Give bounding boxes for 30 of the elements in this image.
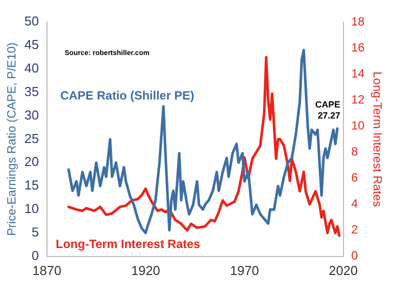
y2-tick-label: 14 [351,66,365,80]
x-tick-label: 1870 [32,262,62,278]
y2-tick-label: 6 [351,170,358,185]
y-tick-label: 45 [24,37,39,52]
y-tick-label: 15 [24,178,39,193]
y2-axis-title: Long-Term Interest Rates [370,71,384,207]
y-tick-label: 35 [24,84,39,99]
annotation: CAPE 27.27 [315,100,340,121]
y2-tick-label: 16 [351,40,365,54]
y2-tick-label: 18 [351,14,365,28]
y-tick-label: 20 [24,154,39,170]
y-tick-label: 5 [32,224,39,240]
y-tick-label: 30 [24,107,39,122]
y-tick-label: 50 [24,14,39,29]
y-axis-title: Price-Earnings Ratio (CAPE, P/E10) [4,42,19,236]
y2-tick-label: 4 [351,196,358,211]
y2-tick-label: 10 [351,118,365,132]
y-tick-label: 0 [32,248,39,263]
y2-tick-label: 0 [351,248,358,263]
series-label: Long-Term Interest Rates [56,237,201,252]
y-tick-label: 40 [24,60,39,76]
y-tick-label: 25 [24,130,39,146]
y-tick-label: 10 [24,201,39,216]
x-tick-label: 2020 [328,262,358,278]
y2-tick-label: 12 [351,92,365,106]
x-tick-label: 1970 [230,262,259,278]
y2-tick-label: 2 [351,222,358,237]
y2-tick-label: 8 [351,144,358,159]
x-tick-label: 1920 [131,262,160,278]
text: CAPE Ratio (Shiller PE) [60,88,194,102]
